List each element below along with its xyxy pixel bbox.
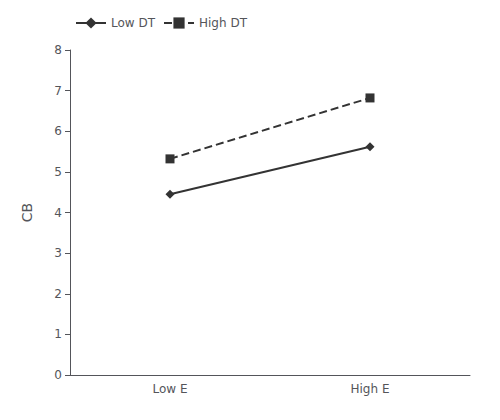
svg-text:CB: CB bbox=[19, 203, 35, 222]
svg-text:High DT: High DT bbox=[199, 16, 248, 30]
svg-text:Low DT: Low DT bbox=[111, 16, 156, 30]
svg-text:3: 3 bbox=[54, 246, 62, 260]
svg-text:1: 1 bbox=[54, 327, 62, 341]
svg-text:6: 6 bbox=[54, 124, 62, 138]
svg-text:4: 4 bbox=[54, 206, 62, 220]
svg-text:0: 0 bbox=[54, 368, 62, 382]
svg-text:Low E: Low E bbox=[152, 382, 187, 396]
svg-text:High E: High E bbox=[351, 382, 390, 396]
svg-text:2: 2 bbox=[54, 287, 62, 301]
svg-text:8: 8 bbox=[54, 43, 62, 57]
svg-text:5: 5 bbox=[54, 165, 62, 179]
svg-text:7: 7 bbox=[54, 84, 62, 98]
